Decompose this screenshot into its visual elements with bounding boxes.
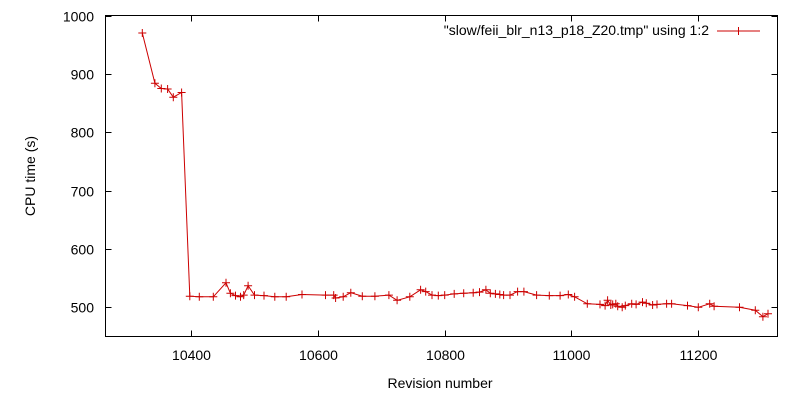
data-point-marker [370,292,379,301]
data-point-marker [260,291,268,300]
y-axis-ticks: 500 600 700 800 900 1000 [63,9,778,316]
data-point-marker [236,292,245,301]
data-point-marker [416,285,425,294]
data-point-marker [705,299,714,308]
data-point-marker [459,289,468,298]
data-point-marker [532,291,541,300]
y-tick-label: 600 [71,242,95,258]
data-point-marker [393,296,402,305]
y-tick-label: 800 [71,125,95,141]
data-point-marker [475,288,484,297]
data-point-marker [596,300,604,309]
data-point-marker [358,292,367,301]
data-point-marker [735,303,744,312]
data-point-marker [209,292,218,301]
data-point-marker [751,306,760,315]
data-point-marker [298,290,306,299]
y-tick-label: 900 [71,67,95,83]
data-point-marker [667,299,676,308]
data-point-marker [638,298,647,307]
data-point-marker [632,300,641,309]
data-point-marker [627,299,636,308]
data-point-marker [491,289,500,298]
plot-frame [105,15,778,337]
data-point-marker [339,292,348,301]
x-tick-label: 10800 [426,347,465,363]
data-point-marker [570,292,579,301]
data-point-marker [642,299,651,308]
data-point-marker [282,292,291,301]
data-point-marker [384,291,393,300]
data-point-marker [226,289,235,298]
data-point-marker [195,292,204,301]
data-point-marker [177,88,186,97]
data-point-marker [764,309,772,318]
series-line [141,32,769,318]
data-point-marker [450,289,459,298]
data-point-marker [648,301,657,309]
data-point-marker [583,299,592,308]
data-point-marker [346,288,355,297]
data-point-marker [440,291,449,300]
legend: "slow/feii_blr_n13_p18_Z20.tmp" using 1:… [444,22,760,38]
data-point-marker [469,288,478,297]
data-point-marker [606,301,615,309]
y-tick-label: 1000 [63,9,94,25]
data-point-marker [321,291,330,300]
data-point-marker [270,292,279,301]
legend-label: "slow/feii_blr_n13_p18_Z20.tmp" using 1:… [444,22,709,38]
data-point-marker [710,302,719,311]
x-tick-label: 10600 [299,347,338,363]
data-point-marker [613,302,622,311]
data-point-marker [603,296,612,305]
x-tick-label: 11200 [680,347,718,363]
data-point-marker [758,312,767,321]
data-point-marker [481,285,490,294]
x-axis-ticks: 10400 10600 10800 11000 11200 [172,15,718,363]
data-point-marker [486,289,495,298]
data-point-marker [250,291,259,300]
data-point-marker [421,287,430,296]
data-point-marker [621,301,630,310]
data-point-marker [405,292,414,301]
data-point-marker [231,291,240,300]
data-point-marker [163,85,172,93]
data-point-marker [239,291,248,300]
data-point-marker [601,301,610,310]
data-point-marker [653,300,661,309]
data-point-marker [683,301,692,310]
data-point-marker [185,292,194,301]
y-axis-label: CPU time (s) [22,136,38,216]
series-layer [138,29,772,321]
data-point-marker [506,291,514,300]
data-point-marker [222,278,230,287]
data-point-marker [694,303,703,312]
x-tick-label: 10400 [172,347,211,363]
data-point-marker [169,93,178,102]
y-tick-label: 700 [71,184,95,200]
data-point-marker [556,291,565,300]
x-axis-label: Revision number [387,375,492,391]
data-point-marker [495,290,504,299]
data-point-marker [545,291,554,300]
data-point-marker [150,79,159,88]
x-tick-label: 11000 [553,347,591,363]
data-point-marker [564,290,573,299]
data-point-marker [519,287,528,296]
y-tick-label: 500 [71,300,95,316]
data-point-marker [138,29,147,37]
data-point-marker [244,281,253,290]
data-point-marker [331,294,340,302]
legend-marker [734,27,743,35]
